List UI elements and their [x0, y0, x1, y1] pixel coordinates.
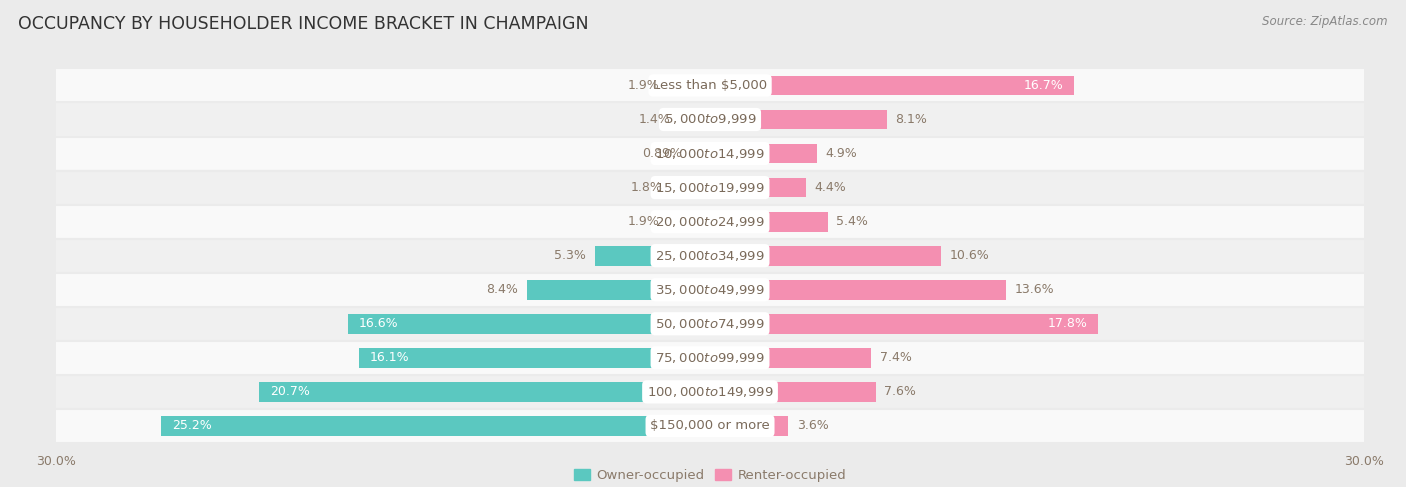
- Text: 16.1%: 16.1%: [370, 351, 409, 364]
- Text: 1.4%: 1.4%: [640, 113, 671, 126]
- Bar: [690, 144, 710, 164]
- Text: 0.89%: 0.89%: [643, 147, 682, 160]
- Text: 17.8%: 17.8%: [1047, 317, 1087, 330]
- Bar: [710, 75, 1074, 95]
- Text: 5.4%: 5.4%: [837, 215, 869, 228]
- Bar: [710, 416, 789, 436]
- Text: OCCUPANCY BY HOUSEHOLDER INCOME BRACKET IN CHAMPAIGN: OCCUPANCY BY HOUSEHOLDER INCOME BRACKET …: [18, 15, 589, 33]
- Text: 10.6%: 10.6%: [950, 249, 990, 262]
- Text: 7.6%: 7.6%: [884, 385, 917, 398]
- Bar: [160, 416, 710, 436]
- Text: $10,000 to $14,999: $10,000 to $14,999: [655, 147, 765, 161]
- Legend: Owner-occupied, Renter-occupied: Owner-occupied, Renter-occupied: [568, 464, 852, 487]
- Bar: [710, 178, 806, 197]
- Text: $150,000 or more: $150,000 or more: [650, 419, 770, 432]
- Text: 8.4%: 8.4%: [486, 283, 519, 296]
- Text: 4.4%: 4.4%: [814, 181, 846, 194]
- Bar: [349, 314, 710, 334]
- Bar: [710, 246, 941, 265]
- Bar: [710, 314, 1098, 334]
- Bar: [679, 110, 710, 130]
- Text: 3.6%: 3.6%: [797, 419, 830, 432]
- Bar: [710, 348, 872, 368]
- Bar: [259, 382, 710, 402]
- Text: $35,000 to $49,999: $35,000 to $49,999: [655, 283, 765, 297]
- Bar: [671, 178, 710, 197]
- Text: $5,000 to $9,999: $5,000 to $9,999: [664, 112, 756, 127]
- Bar: [710, 144, 817, 164]
- Bar: [710, 280, 1007, 300]
- Text: $20,000 to $24,999: $20,000 to $24,999: [655, 215, 765, 228]
- Text: Source: ZipAtlas.com: Source: ZipAtlas.com: [1263, 15, 1388, 28]
- FancyBboxPatch shape: [13, 238, 1406, 273]
- Text: 25.2%: 25.2%: [172, 419, 211, 432]
- Text: $100,000 to $149,999: $100,000 to $149,999: [647, 385, 773, 399]
- Text: 16.7%: 16.7%: [1024, 79, 1063, 92]
- FancyBboxPatch shape: [13, 204, 1406, 239]
- Text: $75,000 to $99,999: $75,000 to $99,999: [655, 351, 765, 365]
- FancyBboxPatch shape: [13, 408, 1406, 444]
- Bar: [359, 348, 710, 368]
- Text: $15,000 to $19,999: $15,000 to $19,999: [655, 181, 765, 195]
- Text: 1.8%: 1.8%: [630, 181, 662, 194]
- Text: $50,000 to $74,999: $50,000 to $74,999: [655, 317, 765, 331]
- Text: 1.9%: 1.9%: [628, 215, 659, 228]
- Text: 20.7%: 20.7%: [270, 385, 309, 398]
- FancyBboxPatch shape: [13, 68, 1406, 103]
- Bar: [669, 75, 710, 95]
- Text: 8.1%: 8.1%: [896, 113, 927, 126]
- FancyBboxPatch shape: [13, 306, 1406, 341]
- FancyBboxPatch shape: [13, 340, 1406, 375]
- Text: Less than $5,000: Less than $5,000: [652, 79, 768, 92]
- FancyBboxPatch shape: [13, 102, 1406, 137]
- FancyBboxPatch shape: [13, 170, 1406, 206]
- Text: 4.9%: 4.9%: [825, 147, 858, 160]
- Text: 7.4%: 7.4%: [880, 351, 912, 364]
- Bar: [710, 212, 828, 231]
- Bar: [710, 110, 887, 130]
- Bar: [595, 246, 710, 265]
- Text: 5.3%: 5.3%: [554, 249, 586, 262]
- Bar: [710, 382, 876, 402]
- FancyBboxPatch shape: [13, 136, 1406, 171]
- FancyBboxPatch shape: [13, 272, 1406, 307]
- Text: $25,000 to $34,999: $25,000 to $34,999: [655, 249, 765, 262]
- Bar: [669, 212, 710, 231]
- Bar: [527, 280, 710, 300]
- Text: 16.6%: 16.6%: [359, 317, 399, 330]
- Text: 1.9%: 1.9%: [628, 79, 659, 92]
- Text: 13.6%: 13.6%: [1015, 283, 1054, 296]
- FancyBboxPatch shape: [13, 374, 1406, 410]
